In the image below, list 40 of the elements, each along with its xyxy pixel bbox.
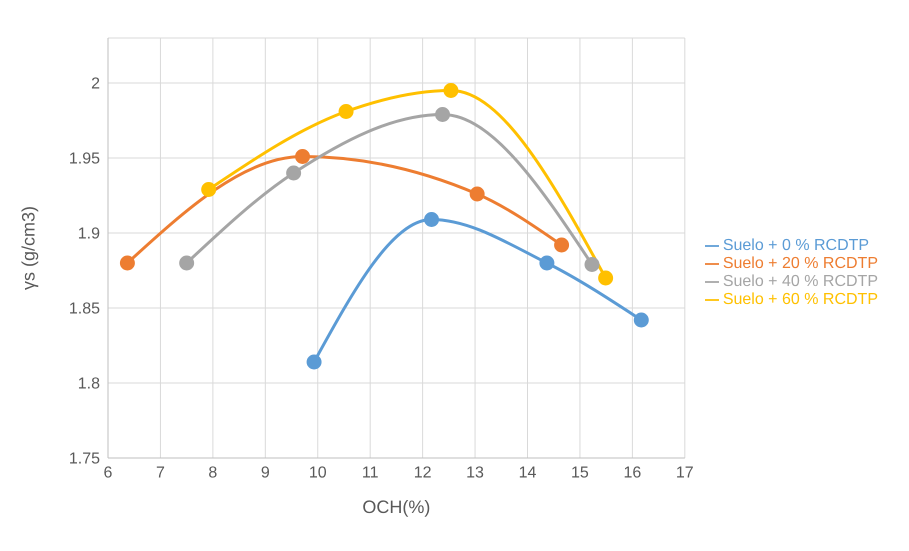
x-tick-label: 6	[104, 464, 113, 482]
legend-label: Suelo + 0 % RCDTP	[722, 237, 870, 254]
point	[201, 182, 216, 197]
y-axis-title: γs (g/cm3)	[18, 206, 38, 290]
point	[286, 166, 302, 180]
point	[443, 83, 458, 98]
y-tick-label: 1.85	[68, 300, 100, 318]
x-tick-label: 9	[260, 464, 270, 482]
point	[179, 256, 194, 270]
x-tick-label: 15	[571, 464, 589, 482]
x-tick-label: 10	[308, 464, 327, 482]
x-tick-label: 13	[466, 464, 484, 482]
x-tick-label: 17	[676, 464, 694, 482]
point	[295, 149, 310, 164]
point	[306, 354, 322, 370]
point	[539, 256, 554, 270]
y-tick-label: 2	[91, 76, 100, 93]
point	[470, 186, 485, 202]
x-tick-label: 16	[623, 464, 642, 482]
y-tick-label: 1.95	[68, 150, 100, 168]
y-tick-label: 1.75	[68, 450, 100, 468]
point	[554, 238, 570, 252]
x-tick-label: 11	[362, 464, 379, 482]
point	[435, 107, 450, 122]
point	[120, 256, 135, 270]
y-tick-label: 1.9	[78, 226, 100, 243]
point	[598, 270, 614, 286]
x-tick-label: 7	[156, 464, 165, 482]
x-tick-label: 14	[518, 464, 536, 482]
y-tick-label: 1.8	[78, 376, 100, 393]
point	[634, 312, 649, 328]
x-axis-title: OCH(%)	[362, 497, 430, 517]
legend-label: Suelo + 60 % RCDTP	[722, 291, 878, 308]
x-tick-label: 12	[414, 464, 432, 482]
point	[424, 212, 440, 227]
point	[338, 104, 354, 119]
x-tick-label: 8	[208, 464, 218, 482]
point	[584, 257, 600, 272]
legend-label: Suelo + 40 % RCDTP	[722, 273, 878, 290]
legend-label: Suelo + 20 % RCDTP	[722, 255, 878, 272]
